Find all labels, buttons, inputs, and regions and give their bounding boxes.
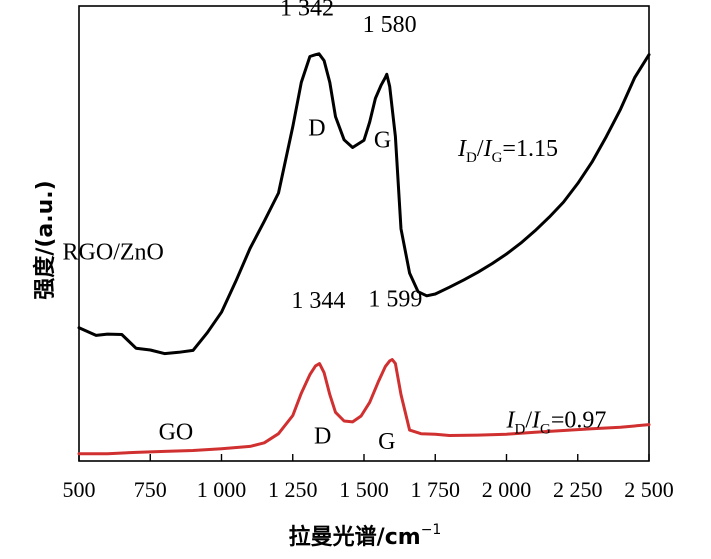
x-tick-label-1: 750 (134, 477, 167, 502)
rgo-ratio-part-0: I (457, 136, 467, 162)
go-ratio-part-2: / (525, 407, 532, 433)
go-d-band: D (314, 423, 331, 449)
go-ratio-part-5: =0.97 (551, 407, 607, 433)
rgo-ratio: ID/IG=1.15 (457, 136, 558, 166)
plot-frame (78, 5, 650, 462)
x-tick-label-2: 1 000 (197, 477, 247, 502)
rgo-d-value: 1 342 (280, 0, 334, 22)
rgo-ratio-part-2: / (477, 136, 484, 162)
go-ratio-part-0: I (506, 407, 516, 433)
x-axis-label-superscript: −1 (421, 522, 442, 538)
go-name: GO (159, 420, 194, 446)
go-ratio-part-4: G (540, 421, 551, 437)
x-tick-label-8: 2 500 (624, 477, 674, 502)
go-ratio-part-1: D (515, 421, 526, 437)
go-ratio: ID/IG=0.97 (506, 407, 607, 437)
x-tick-label-4: 1 500 (339, 477, 389, 502)
rgo-g-band: G (374, 128, 391, 154)
rgo-ratio-part-3: I (483, 136, 493, 162)
go-d-value: 1 344 (291, 288, 345, 314)
x-tick-label-6: 2 000 (482, 477, 532, 502)
rgo-ratio-part-5: =1.15 (502, 136, 558, 162)
x-tick-label-0: 500 (63, 477, 96, 502)
x-tick-label-5: 1 750 (411, 477, 461, 502)
rgo-ratio-part-4: G (492, 150, 503, 166)
rgo-name: RGO/ZnO (63, 239, 164, 265)
x-tick-label-7: 2 250 (553, 477, 603, 502)
x-axis-label: 拉曼光谱/cm−1 (289, 522, 442, 550)
series-group (77, 52, 651, 456)
go-g-band: G (378, 429, 395, 455)
x-axis-label-text: 拉曼光谱/cm (289, 524, 421, 550)
series-line-0 (77, 52, 651, 356)
rgo-ratio-part-1: D (466, 150, 477, 166)
go-g-value: 1 599 (368, 286, 422, 312)
rgo-g-value: 1 580 (363, 12, 417, 38)
rgo-d-band: D (308, 116, 325, 142)
x-tick-label-3: 1 250 (268, 477, 318, 502)
y-axis-label: 强度/(a.u.) (32, 180, 58, 299)
x-axis-ticks: 500 750 1 000 1 250 1 500 1 750 2 000 2 250 2 50… (63, 454, 674, 502)
series-line-1 (77, 358, 651, 456)
go-ratio-part-3: I (531, 407, 541, 433)
